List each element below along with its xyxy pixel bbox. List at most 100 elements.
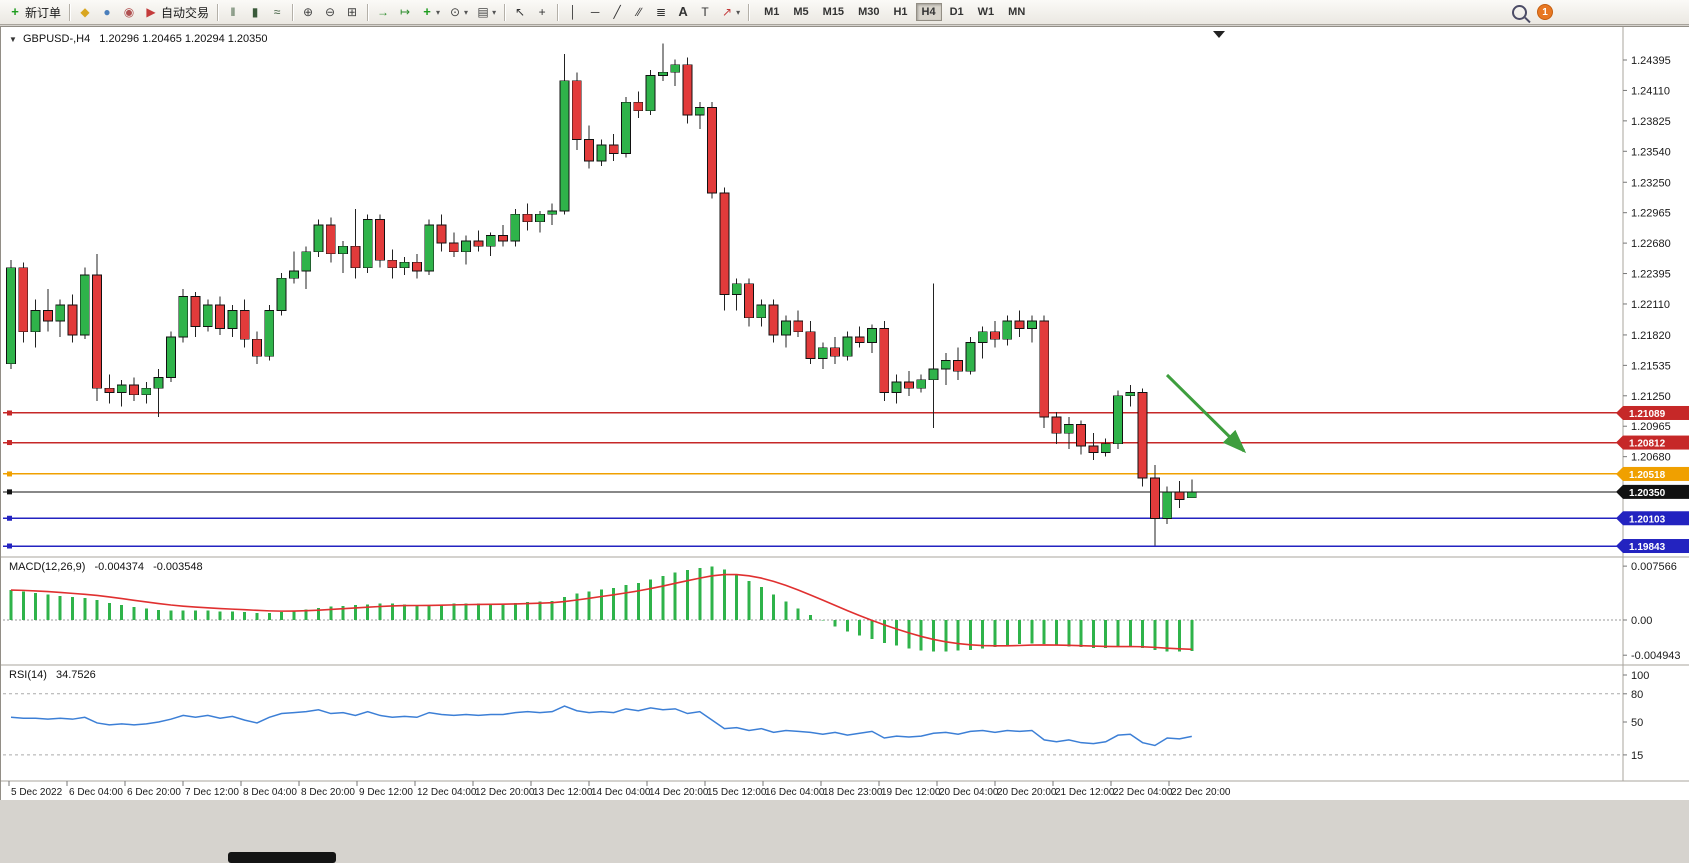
svg-text:1.20965: 1.20965 bbox=[1631, 421, 1671, 433]
community-icon: ● bbox=[103, 5, 111, 19]
current-price-line-handle[interactable] bbox=[7, 489, 12, 495]
timeframe-d1-button[interactable]: D1 bbox=[944, 3, 970, 21]
svg-text:9 Dec 12:00: 9 Dec 12:00 bbox=[359, 787, 413, 798]
tile-windows-button[interactable]: ⊞ bbox=[341, 2, 363, 23]
current-price-line-price-tag: 1.20350 bbox=[1616, 484, 1689, 499]
rsi-name: RSI(14) bbox=[9, 669, 47, 681]
community-button[interactable]: ● bbox=[96, 2, 118, 23]
support-line-2-handle[interactable] bbox=[7, 543, 12, 549]
svg-text:8 Dec 04:00: 8 Dec 04:00 bbox=[243, 787, 297, 798]
symbol-timeframe-text: GBPUSD-,H4 bbox=[22, 33, 91, 45]
zoom-out-button[interactable]: ⊖ bbox=[319, 2, 341, 23]
trend-arrow-annotation[interactable] bbox=[1165, 373, 1247, 454]
periods-button[interactable]: ⊙ ▾ bbox=[444, 2, 472, 23]
timeframe-h4-button[interactable]: H4 bbox=[915, 3, 942, 21]
text-button[interactable]: A bbox=[672, 2, 694, 23]
svg-text:15 Dec 12:00: 15 Dec 12:00 bbox=[707, 787, 767, 798]
metaeditor-button[interactable]: ◆ bbox=[74, 2, 96, 23]
time-axis[interactable] bbox=[1, 781, 1623, 801]
one-click-trading-toggle-icon[interactable]: ▼ bbox=[9, 35, 17, 44]
candle bbox=[67, 294, 78, 343]
svg-text:22 Dec 20:00: 22 Dec 20:00 bbox=[1171, 787, 1231, 798]
svg-text:1.20103: 1.20103 bbox=[1629, 514, 1666, 525]
candle bbox=[1100, 438, 1111, 457]
timeframe-m5-button[interactable]: M5 bbox=[787, 3, 814, 21]
timeframe-m15-button[interactable]: M15 bbox=[817, 3, 850, 21]
dropdown-caret-icon: ▾ bbox=[464, 7, 469, 17]
rsi-axis-label: 100 bbox=[1631, 670, 1649, 682]
resistance-line-2-handle[interactable] bbox=[7, 440, 12, 446]
cursor-icon: ↖ bbox=[515, 5, 526, 19]
candlestick-chart-button[interactable]: ▮ bbox=[244, 2, 266, 23]
candle bbox=[707, 102, 717, 199]
taskbar-fragment bbox=[228, 852, 336, 863]
auto-trading-button[interactable]: ▶ 自动交易 bbox=[140, 2, 213, 23]
auto-scroll-icon: → bbox=[377, 5, 390, 19]
horizontal-line-button[interactable]: ─ bbox=[584, 2, 606, 23]
chart-shift-icon: ↦ bbox=[400, 5, 411, 19]
templates-button[interactable]: ▤ ▾ bbox=[472, 2, 500, 23]
candle bbox=[239, 299, 250, 348]
candle bbox=[79, 267, 90, 340]
cursor-button[interactable]: ↖ bbox=[509, 2, 531, 23]
fibonacci-button[interactable]: ≣ bbox=[650, 2, 672, 23]
candle bbox=[1137, 388, 1148, 487]
channel-icon: ∕∕ bbox=[637, 5, 642, 19]
chart-shift-button[interactable]: ↦ bbox=[394, 2, 416, 23]
candle bbox=[842, 331, 853, 361]
timeframe-m30-button[interactable]: M30 bbox=[852, 3, 885, 21]
candle bbox=[830, 337, 840, 364]
new-order-button[interactable]: + 新订单 bbox=[4, 2, 65, 23]
candle bbox=[596, 139, 607, 167]
price-axis[interactable] bbox=[1623, 27, 1689, 781]
news-button[interactable]: ◉ bbox=[118, 2, 140, 23]
zoom-in-button[interactable]: ⊕ bbox=[297, 2, 319, 23]
new-order-icon: + bbox=[11, 4, 19, 19]
candle bbox=[178, 289, 189, 343]
svg-text:6 Dec 20:00: 6 Dec 20:00 bbox=[127, 787, 181, 798]
timeframe-h1-button[interactable]: H1 bbox=[887, 3, 913, 21]
text-icon: A bbox=[678, 4, 688, 19]
auto-scroll-button[interactable]: → bbox=[372, 2, 394, 23]
timeframe-m1-button[interactable]: M1 bbox=[758, 3, 785, 21]
candle bbox=[781, 315, 791, 348]
timeframe-w1-button[interactable]: W1 bbox=[972, 3, 1001, 21]
chart-shift-marker[interactable] bbox=[1213, 31, 1225, 38]
label-button[interactable]: T bbox=[694, 2, 716, 23]
channel-button[interactable]: ∕∕ bbox=[628, 2, 650, 23]
candle bbox=[1063, 417, 1074, 450]
timeframe-mn-button[interactable]: MN bbox=[1002, 3, 1031, 21]
bar-chart-icon: ‖ bbox=[230, 5, 236, 19]
trendline-button[interactable]: ╱ bbox=[606, 2, 628, 23]
resistance-line-1-price-tag: 1.21089 bbox=[1616, 405, 1689, 420]
candle bbox=[682, 57, 693, 124]
candlestick-icon: ▮ bbox=[251, 5, 259, 19]
toolbar-separator bbox=[217, 3, 219, 21]
candle bbox=[202, 299, 213, 332]
resistance-line-1-handle[interactable] bbox=[7, 410, 12, 416]
crosshair-button[interactable]: + bbox=[531, 2, 553, 23]
candle bbox=[928, 283, 939, 428]
indicators-button[interactable]: + ▾ bbox=[416, 2, 444, 23]
candle bbox=[227, 305, 238, 338]
pivot-line-handle[interactable] bbox=[7, 471, 12, 477]
notification-badge[interactable]: 1 bbox=[1537, 4, 1553, 20]
time-axis-labels: 5 Dec 2022 6 Dec 04:00 6 Dec 20:00 7 Dec 12… bbox=[8, 781, 1231, 798]
macd-name: MACD(12,26,9) bbox=[9, 561, 86, 573]
support-line-1-handle[interactable] bbox=[7, 515, 12, 521]
candle bbox=[977, 326, 988, 359]
candle bbox=[461, 235, 472, 265]
trendline-icon: ╱ bbox=[613, 5, 621, 19]
search-icon[interactable] bbox=[1512, 4, 1527, 20]
line-chart-button[interactable]: ≈ bbox=[266, 2, 288, 23]
arrows-button[interactable]: ↗ ▾ bbox=[716, 2, 744, 23]
vertical-line-button[interactable]: │ bbox=[562, 2, 584, 23]
rsi-axis-label: 80 bbox=[1631, 689, 1643, 701]
timeframe-toolbar: M1 M5 M15 M30 H1 H4 D1 W1 MN bbox=[757, 3, 1032, 21]
svg-text:1.23250: 1.23250 bbox=[1631, 177, 1671, 189]
bar-chart-button[interactable]: ‖ bbox=[222, 2, 244, 23]
candle bbox=[1174, 481, 1185, 508]
chart-canvas[interactable]: 1.24395 1.24110 1.23825 1.23540 1.23250 1.229… bbox=[1, 27, 1689, 801]
candle bbox=[1039, 315, 1050, 428]
fibonacci-icon: ≣ bbox=[656, 5, 667, 19]
